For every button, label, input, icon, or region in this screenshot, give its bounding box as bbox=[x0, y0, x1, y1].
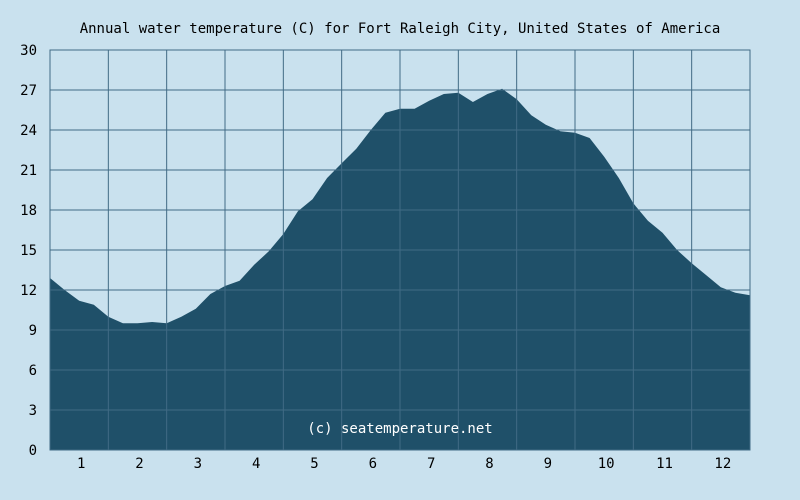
y-tick-label: 3 bbox=[29, 403, 37, 419]
x-tick-label: 7 bbox=[427, 456, 435, 472]
x-axis: 1 2 3 4 5 6 7 8 9 10 11 12 bbox=[77, 456, 731, 472]
x-tick-label: 9 bbox=[544, 456, 552, 472]
watermark-text: (c) seatemperature.net bbox=[307, 421, 492, 437]
x-tick-label: 8 bbox=[485, 456, 493, 472]
plot-frame bbox=[49, 49, 751, 451]
x-tick-label: 3 bbox=[194, 456, 202, 472]
y-tick-label: 27 bbox=[20, 83, 37, 99]
x-tick-label: 2 bbox=[135, 456, 143, 472]
x-tick-label: 12 bbox=[714, 456, 731, 472]
chart-title: Annual water temperature (C) for Fort Ra… bbox=[80, 21, 721, 37]
y-tick-label: 18 bbox=[20, 203, 37, 219]
x-tick-label: 6 bbox=[369, 456, 377, 472]
y-tick-label: 30 bbox=[20, 43, 37, 59]
x-tick-label: 11 bbox=[656, 456, 673, 472]
y-tick-label: 15 bbox=[20, 243, 37, 259]
y-tick-label: 0 bbox=[29, 443, 37, 459]
y-tick-label: 24 bbox=[20, 123, 37, 139]
y-axis: 0 3 6 9 12 15 18 21 24 27 30 bbox=[20, 43, 37, 459]
x-tick-label: 10 bbox=[598, 456, 615, 472]
y-tick-label: 6 bbox=[29, 363, 37, 379]
y-tick-label: 21 bbox=[20, 163, 37, 179]
x-tick-label: 5 bbox=[310, 456, 318, 472]
y-tick-label: 12 bbox=[20, 283, 37, 299]
x-tick-label: 1 bbox=[77, 456, 85, 472]
y-tick-label: 9 bbox=[29, 323, 37, 339]
x-tick-label: 4 bbox=[252, 456, 260, 472]
